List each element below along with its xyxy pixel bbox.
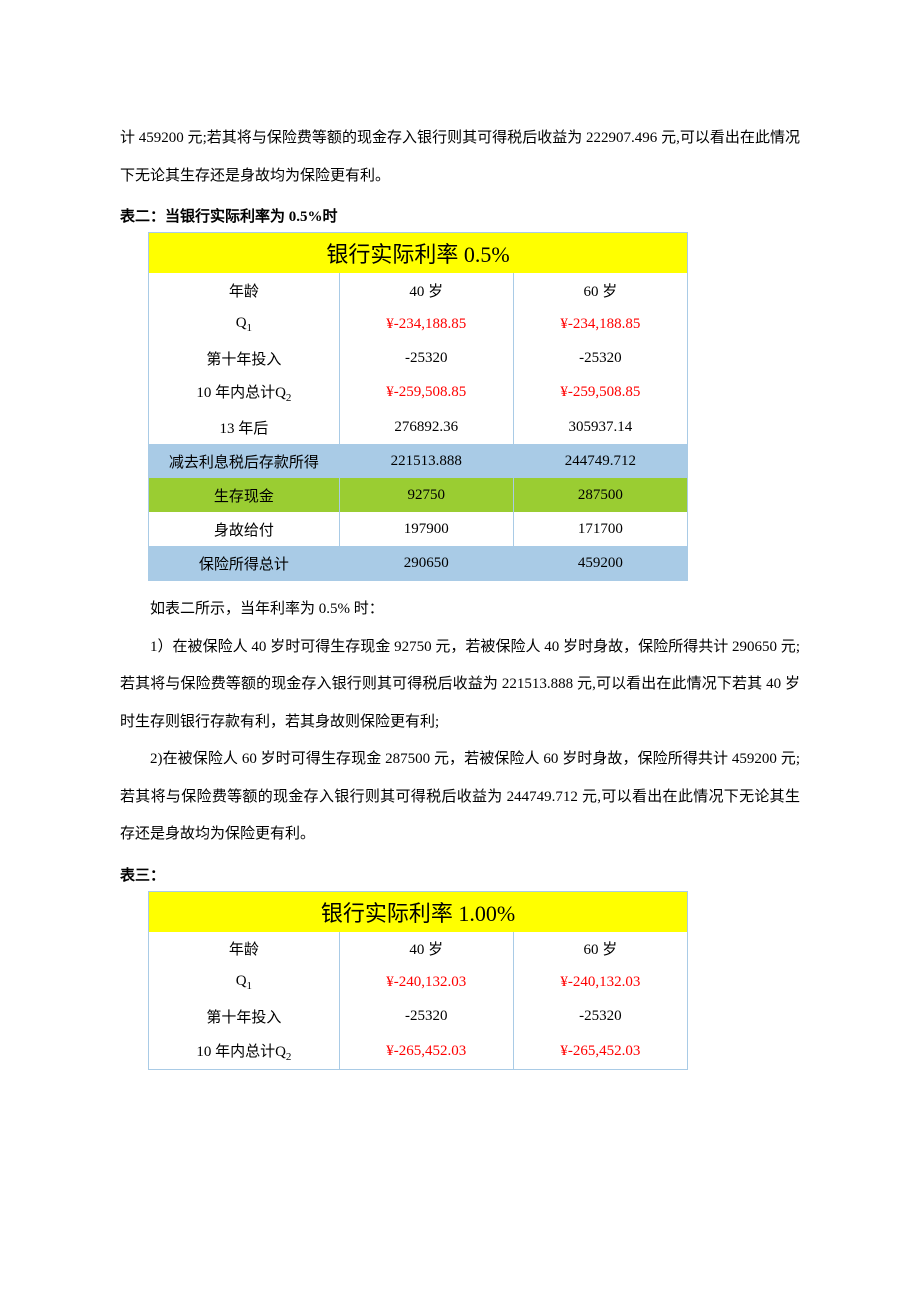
- death-label: 身故给付: [149, 512, 340, 546]
- total-40: 290650: [339, 546, 513, 581]
- age-60: 60 岁: [513, 932, 687, 966]
- table2-caption: 表二：当银行实际利率为 0.5%时: [120, 205, 800, 226]
- after13-label: 13 年后: [149, 410, 340, 444]
- q2-label: 10 年内总计Q2: [149, 375, 340, 410]
- intro-paragraph: 计 459200 元;若其将与保险费等额的现金存入银行则其可得税后收益为 222…: [120, 120, 800, 195]
- after13-40: 276892.36: [339, 410, 513, 444]
- table-row: 10 年内总计Q2 ¥-259,508.85 ¥-259,508.85: [149, 375, 688, 410]
- taxed-60: 244749.712: [513, 444, 687, 478]
- death-60: 171700: [513, 512, 687, 546]
- taxed-40: 221513.888: [339, 444, 513, 478]
- table3-title-row: 银行实际利率 1.00%: [149, 891, 688, 932]
- age-60: 60 岁: [513, 273, 687, 307]
- table-row: 第十年投入 -25320 -25320: [149, 341, 688, 375]
- table-row: 年龄 40 岁 60 岁: [149, 273, 688, 307]
- q2-40: ¥-265,452.03: [339, 1034, 513, 1070]
- survive-60: 287500: [513, 478, 687, 512]
- table2: 银行实际利率 0.5% 年龄 40 岁 60 岁 Q1 ¥-234,188.85…: [148, 232, 688, 581]
- tenth-40: -25320: [339, 341, 513, 375]
- survive-label: 生存现金: [149, 478, 340, 512]
- table-row: 年龄 40 岁 60 岁: [149, 932, 688, 966]
- age-label: 年龄: [149, 273, 340, 307]
- age-40: 40 岁: [339, 932, 513, 966]
- total-60: 459200: [513, 546, 687, 581]
- q1-60: ¥-234,188.85: [513, 307, 687, 341]
- table-row: 保险所得总计 290650 459200: [149, 546, 688, 581]
- q1-60: ¥-240,132.03: [513, 966, 687, 1000]
- age-label: 年龄: [149, 932, 340, 966]
- table-row: Q1 ¥-240,132.03 ¥-240,132.03: [149, 966, 688, 1000]
- tenth-60: -25320: [513, 1000, 687, 1034]
- total-label: 保险所得总计: [149, 546, 340, 581]
- table3-title-cell: 银行实际利率 1.00%: [149, 891, 688, 932]
- tenth-label: 第十年投入: [149, 1000, 340, 1034]
- mid-paragraph-3: 2)在被保险人 60 岁时可得生存现金 287500 元，若被保险人 60 岁时…: [120, 741, 800, 854]
- mid-paragraph-1: 如表二所示，当年利率为 0.5% 时：: [120, 591, 800, 629]
- q2-label: 10 年内总计Q2: [149, 1034, 340, 1070]
- q1-40: ¥-234,188.85: [339, 307, 513, 341]
- q2-40: ¥-259,508.85: [339, 375, 513, 410]
- taxed-label: 减去利息税后存款所得: [149, 444, 340, 478]
- q2-60: ¥-259,508.85: [513, 375, 687, 410]
- tenth-label: 第十年投入: [149, 341, 340, 375]
- age-40: 40 岁: [339, 273, 513, 307]
- q1-label: Q1: [149, 966, 340, 1000]
- q1-40: ¥-240,132.03: [339, 966, 513, 1000]
- q1-label: Q1: [149, 307, 340, 341]
- after13-60: 305937.14: [513, 410, 687, 444]
- table-row: 13 年后 276892.36 305937.14: [149, 410, 688, 444]
- table-row: 生存现金 92750 287500: [149, 478, 688, 512]
- table-row: 身故给付 197900 171700: [149, 512, 688, 546]
- table-row: Q1 ¥-234,188.85 ¥-234,188.85: [149, 307, 688, 341]
- tenth-40: -25320: [339, 1000, 513, 1034]
- table3-caption: 表三：: [120, 864, 800, 885]
- survive-40: 92750: [339, 478, 513, 512]
- table-row: 减去利息税后存款所得 221513.888 244749.712: [149, 444, 688, 478]
- table3: 银行实际利率 1.00% 年龄 40 岁 60 岁 Q1 ¥-240,132.0…: [148, 891, 688, 1070]
- document-page: 计 459200 元;若其将与保险费等额的现金存入银行则其可得税后收益为 222…: [0, 0, 920, 1120]
- q2-60: ¥-265,452.03: [513, 1034, 687, 1070]
- tenth-60: -25320: [513, 341, 687, 375]
- table-row: 第十年投入 -25320 -25320: [149, 1000, 688, 1034]
- table-row: 10 年内总计Q2 ¥-265,452.03 ¥-265,452.03: [149, 1034, 688, 1070]
- mid-paragraph-2: 1）在被保险人 40 岁时可得生存现金 92750 元，若被保险人 40 岁时身…: [120, 629, 800, 742]
- table2-title-row: 银行实际利率 0.5%: [149, 233, 688, 274]
- death-40: 197900: [339, 512, 513, 546]
- table2-title-cell: 银行实际利率 0.5%: [149, 233, 688, 274]
